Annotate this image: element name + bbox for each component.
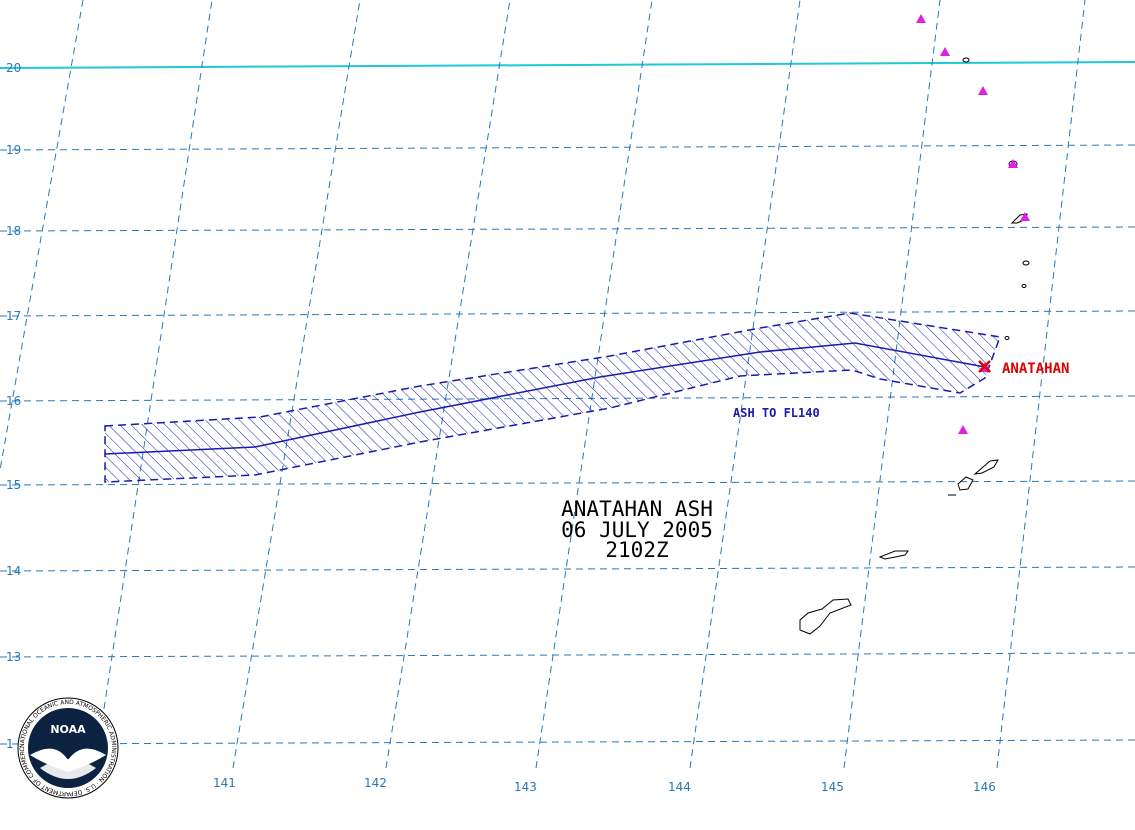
title-line: 2102Z	[605, 538, 668, 562]
island	[1021, 284, 1027, 288]
volcano-triangle-icon	[916, 14, 926, 23]
lon-line-141	[232, 0, 361, 769]
island	[1004, 336, 1010, 340]
longitude-labels: 141 142 143 144 145 146	[213, 776, 996, 794]
ash-cloud-area	[104, 312, 1002, 483]
lat-label: 19	[6, 143, 21, 157]
lat-line-12	[0, 739, 1135, 745]
advisory-title: ANATAHAN ASH 06 JULY 2005 2102Z	[561, 497, 713, 562]
lon-label: 141	[213, 776, 236, 790]
lon-label: 143	[514, 780, 537, 794]
ash-cloud	[104, 312, 1002, 483]
logo-text: NOAA	[50, 723, 86, 736]
lat-label: 18	[6, 224, 21, 238]
anatahan-volcano: ANATAHAN	[978, 360, 1069, 377]
lat-line-18	[0, 226, 1135, 232]
lon-line-145	[843, 0, 941, 769]
lat-line-17	[0, 310, 1135, 317]
island	[799, 598, 852, 635]
lon-line-140b	[94, 0, 213, 769]
lon-line-146	[996, 0, 1086, 769]
lat-label: 13	[6, 650, 21, 664]
ash-cloud-axis	[104, 342, 986, 455]
island	[973, 459, 999, 475]
tropic-line-20n	[0, 61, 1135, 69]
lon-label: 145	[821, 780, 844, 794]
latitude-labels: 20 19 18 17 16 15 14 13 1	[6, 61, 21, 751]
lat-label: 15	[6, 478, 21, 492]
lat-label: 20	[6, 61, 21, 75]
volcano-triangle-icon	[1020, 212, 1030, 221]
volcano-triangle-icon	[1008, 159, 1018, 168]
lon-label: 142	[364, 776, 387, 790]
island	[1022, 260, 1030, 266]
title-line: 06 JULY 2005	[561, 518, 713, 542]
volcano-triangle-icon	[958, 425, 968, 434]
lat-label: 17	[6, 309, 21, 323]
lat-line-15	[0, 480, 1135, 486]
lat-label: 1	[6, 737, 14, 751]
lat-label: 14	[6, 564, 21, 578]
lat-line-14	[0, 566, 1135, 572]
lon-line-140	[0, 0, 84, 471]
volcano-x-marker-icon	[978, 360, 991, 373]
island	[878, 550, 909, 560]
island	[957, 476, 974, 491]
title-line: ANATAHAN ASH	[561, 497, 713, 521]
volcano-triangle-icon	[940, 47, 950, 56]
lon-label: 146	[973, 780, 996, 794]
volcano-triangle-icon	[978, 86, 988, 95]
ash-height-label: ASH TO FL140	[733, 406, 820, 420]
lat-line-13	[0, 652, 1135, 658]
lat-line-19	[0, 144, 1135, 151]
volcano-label: ANATAHAN	[1002, 361, 1069, 377]
lon-line-144	[689, 0, 801, 769]
lon-label: 144	[668, 780, 691, 794]
island	[962, 57, 970, 63]
lat-label: 16	[6, 394, 21, 408]
